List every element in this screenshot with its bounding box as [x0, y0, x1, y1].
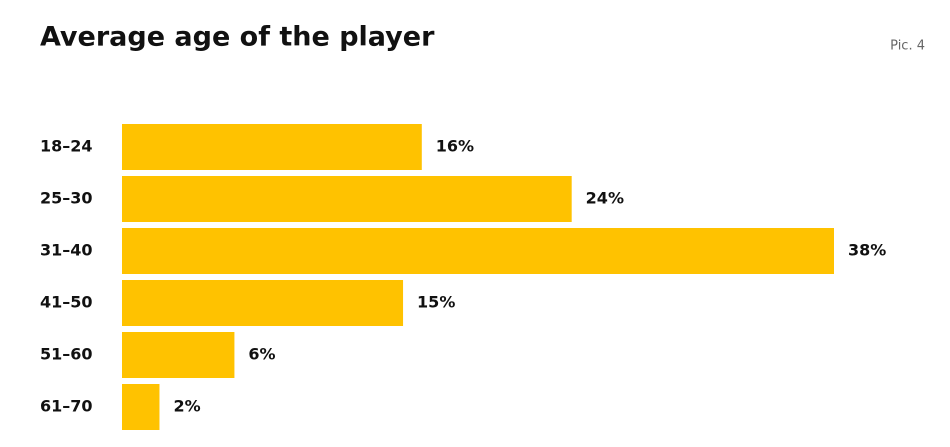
bar: [122, 176, 572, 222]
bar: [122, 384, 160, 430]
bar: [122, 228, 834, 274]
bar: [122, 124, 422, 170]
value-label: 2%: [173, 397, 200, 416]
category-label: 41–50: [40, 293, 93, 312]
value-label: 38%: [848, 241, 886, 260]
bar: [122, 332, 235, 378]
category-label: 31–40: [40, 241, 93, 260]
category-label: 61–70: [40, 397, 93, 416]
pic-note: Pic. 4: [890, 39, 925, 54]
value-label: 15%: [417, 293, 455, 312]
value-label: 24%: [586, 189, 624, 208]
value-label: 16%: [436, 137, 474, 156]
category-label: 51–60: [40, 345, 93, 364]
bar: [122, 280, 404, 326]
category-label: 18–24: [40, 137, 93, 156]
chart-title: Average age of the player: [40, 22, 435, 53]
category-label: 25–30: [40, 189, 93, 208]
value-label: 6%: [248, 345, 275, 364]
